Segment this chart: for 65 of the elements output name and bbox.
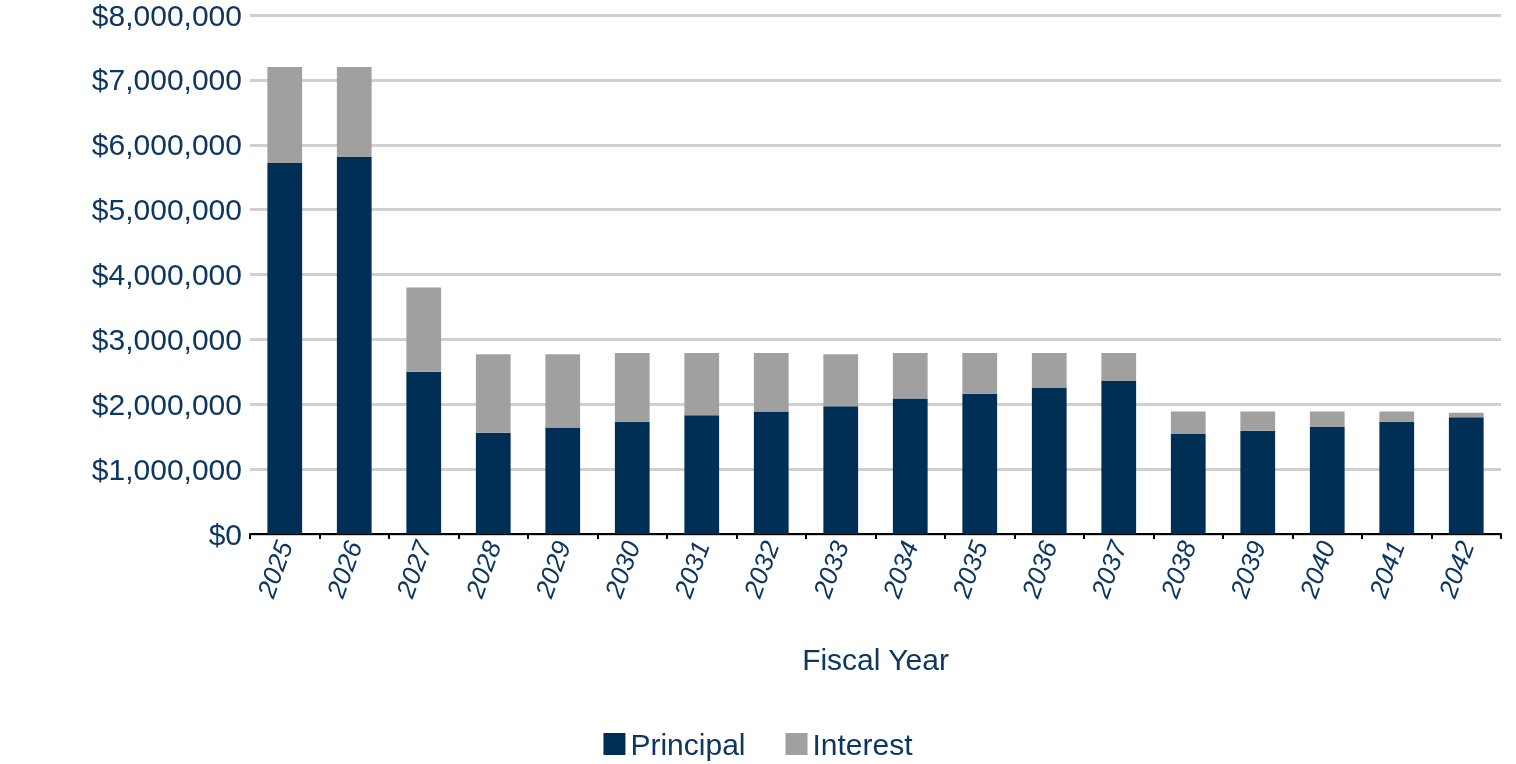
bar: [267, 162, 303, 534]
bar: [406, 287, 442, 372]
bar: [962, 353, 998, 394]
y-tick-label: $2,000,000: [91, 387, 242, 421]
bar: [1101, 380, 1137, 534]
y-tick-label: $0: [208, 517, 242, 551]
y-tick-label: $5,000,000: [91, 193, 242, 227]
bar: [1240, 430, 1276, 534]
y-tick-label: $7,000,000: [91, 63, 242, 97]
bar: [545, 354, 581, 428]
x-tick-label: 2026: [320, 536, 369, 603]
x-tick-label: 2031: [667, 536, 716, 603]
x-tick-label: 2030: [598, 536, 647, 603]
x-tick-label: 2040: [1293, 536, 1342, 603]
bar: [892, 398, 928, 534]
bar: [823, 354, 859, 407]
x-tick-label: 2042: [1432, 536, 1481, 603]
bar: [1101, 353, 1137, 381]
bar: [475, 354, 511, 433]
x-tick-label: 2041: [1362, 536, 1411, 603]
bar: [1309, 426, 1345, 534]
bar: [753, 353, 789, 412]
x-tick-label: 2029: [528, 536, 577, 603]
legend-label: Principal: [630, 727, 746, 761]
bar: [1379, 411, 1415, 422]
bar: [267, 66, 303, 163]
x-tick-label: 2039: [1223, 536, 1272, 603]
bar: [892, 353, 928, 399]
y-tick-label: $6,000,000: [91, 128, 242, 162]
bar: [753, 411, 789, 534]
y-tick-label: $4,000,000: [91, 258, 242, 291]
legend-label: Interest: [812, 727, 914, 761]
bar: [336, 66, 372, 158]
x-tick-label: 2034: [876, 536, 925, 603]
bar: [614, 353, 650, 422]
x-tick-label: 2038: [1154, 536, 1203, 603]
bar: [1240, 411, 1276, 431]
bar: [1379, 421, 1415, 534]
x-tick-label: 2036: [1015, 536, 1064, 603]
x-tick-label: 2027: [389, 535, 439, 603]
y-tick-label: $1,000,000: [91, 452, 242, 486]
bar: [545, 427, 581, 534]
bar: [406, 371, 442, 534]
bar: [684, 353, 720, 416]
x-tick-label: 2028: [459, 536, 508, 603]
x-tick-label: 2033: [806, 536, 856, 603]
x-tick-label: 2035: [945, 536, 995, 603]
y-tick-label: $3,000,000: [91, 322, 242, 356]
bar: [1170, 411, 1206, 435]
x-tick-label: 2037: [1084, 535, 1134, 603]
y-tick-label: $8,000,000: [91, 0, 242, 32]
bar: [614, 421, 650, 534]
x-tick-label: 2025: [250, 536, 300, 603]
bar: [1031, 353, 1067, 389]
bar: [684, 415, 720, 534]
bar: [475, 432, 511, 534]
bar: [962, 393, 998, 534]
bar: [1031, 388, 1067, 534]
bar: [1170, 434, 1206, 534]
bar: [1309, 411, 1345, 427]
bar: [336, 157, 372, 534]
x-tick-label: 2032: [737, 536, 786, 603]
x-axis-title: Fiscal Year: [802, 642, 949, 676]
bar: [1448, 417, 1484, 534]
bar: [823, 406, 859, 534]
